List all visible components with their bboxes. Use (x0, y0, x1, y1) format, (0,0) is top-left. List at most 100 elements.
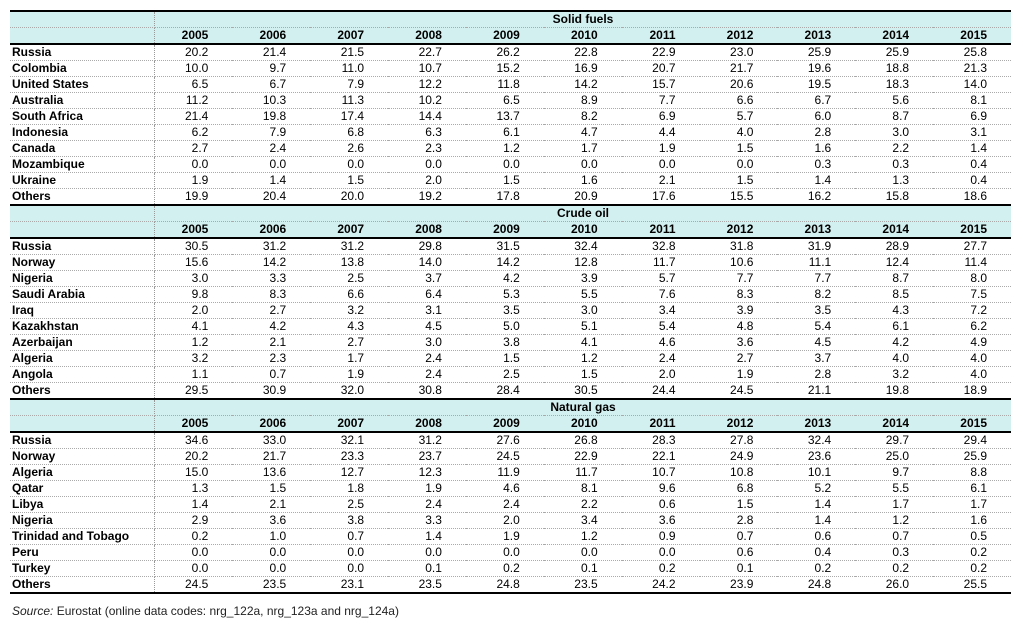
country-label: Turkey (10, 560, 155, 577)
value-cell: 0.6 (621, 496, 700, 513)
value-cell: 1.5 (310, 172, 389, 189)
value-cell: 23.7 (388, 448, 466, 465)
value-cell: 4.0 (855, 350, 934, 367)
value-cell: 28.4 (465, 382, 544, 400)
value-cell: 2.2 (543, 496, 622, 513)
table-row: Russia 20.2 21.4 21.5 22.7 26.2 22.8 22.9 23.0 25… (10, 44, 1011, 61)
value-cell: 0.2 (855, 560, 934, 577)
table-row: Russia 34.6 33.0 32.1 31.2 27.6 26.8 28.3 27.8 32… (10, 432, 1011, 449)
value-cell: 24.5 (699, 382, 778, 400)
value-cell: 2.9 (154, 512, 233, 529)
value-cell: 5.0 (465, 318, 544, 335)
value-cell: 0.7 (232, 366, 311, 383)
country-label: Others (10, 188, 155, 206)
country-label: Others (10, 576, 155, 594)
value-cell: 0.3 (855, 156, 934, 173)
value-cell: 2.3 (232, 350, 311, 367)
value-cell: 10.2 (388, 92, 466, 109)
value-cell: 3.0 (543, 302, 622, 319)
value-cell: 0.0 (310, 560, 389, 577)
value-cell: 6.5 (154, 76, 233, 93)
value-cell: 1.8 (310, 480, 389, 497)
value-cell: 1.4 (388, 528, 466, 545)
value-cell: 0.2 (933, 560, 1011, 577)
value-cell: 2.0 (621, 366, 700, 383)
value-cell: 2.1 (232, 496, 311, 513)
year-header: 2013 (777, 221, 856, 239)
table-row: Norway 20.2 21.7 23.3 23.7 24.5 22.9 22.1 24.9 23… (10, 448, 1011, 465)
table-row: Others 24.5 23.5 23.1 23.5 24.8 23.5 24.2 23.9 24… (10, 576, 1011, 594)
value-cell: 12.2 (388, 76, 466, 93)
table-row: Russia 30.5 31.2 31.2 29.8 31.5 32.4 32.8 31.8 31… (10, 238, 1011, 255)
value-cell: 0.4 (933, 172, 1011, 189)
value-cell: 13.8 (310, 254, 389, 271)
value-cell: 1.1 (154, 366, 233, 383)
value-cell: 3.8 (465, 334, 544, 351)
value-cell: 4.5 (777, 334, 856, 351)
value-cell: 0.1 (388, 560, 466, 577)
section-title: Natural gas (154, 398, 1011, 416)
section-title: Crude oil (154, 204, 1011, 222)
country-label: Mozambique (10, 156, 155, 173)
value-cell: 10.8 (699, 464, 778, 481)
value-cell: 23.1 (310, 576, 389, 594)
corner-cell (10, 204, 155, 222)
table-row: Canada 2.7 2.4 2.6 2.3 1.2 1.7 1.9 1.5 1.6 2.2 1.4 (10, 140, 1011, 157)
table-row: Turkey 0.0 0.0 0.0 0.1 0.2 0.1 0.2 0.1 0.2 0.2 0.2 (10, 560, 1011, 577)
value-cell: 25.5 (933, 576, 1011, 594)
value-cell: 9.8 (154, 286, 233, 303)
value-cell: 10.0 (154, 60, 233, 77)
value-cell: 0.7 (855, 528, 934, 545)
country-label: Trinidad and Tobago (10, 528, 155, 545)
value-cell: 6.6 (310, 286, 389, 303)
source-text: Eurostat (online data codes: nrg_122a, n… (56, 604, 399, 618)
value-cell: 1.9 (154, 172, 233, 189)
value-cell: 2.5 (465, 366, 544, 383)
value-cell: 10.7 (621, 464, 700, 481)
value-cell: 18.3 (855, 76, 934, 93)
value-cell: 25.9 (933, 448, 1011, 465)
value-cell: 15.2 (465, 60, 544, 77)
value-cell: 25.8 (933, 44, 1011, 61)
section-title: Solid fuels (154, 10, 1011, 28)
value-cell: 0.0 (465, 544, 544, 561)
value-cell: 2.7 (699, 350, 778, 367)
value-cell: 0.4 (933, 156, 1011, 173)
value-cell: 1.9 (699, 366, 778, 383)
value-cell: 7.7 (777, 270, 856, 287)
value-cell: 0.0 (699, 156, 778, 173)
year-header: 2010 (543, 221, 622, 239)
value-cell: 5.7 (621, 270, 700, 287)
value-cell: 24.2 (621, 576, 700, 594)
value-cell: 3.7 (388, 270, 466, 287)
country-label: Russia (10, 238, 155, 255)
value-cell: 2.4 (232, 140, 311, 157)
value-cell: 3.9 (699, 302, 778, 319)
country-label: United States (10, 76, 155, 93)
value-cell: 31.9 (777, 238, 856, 255)
value-cell: 5.5 (543, 286, 622, 303)
value-cell: 2.4 (465, 496, 544, 513)
country-label: Angola (10, 366, 155, 383)
value-cell: 1.5 (699, 172, 778, 189)
value-cell: 6.4 (388, 286, 466, 303)
value-cell: 3.2 (310, 302, 389, 319)
value-cell: 26.0 (855, 576, 934, 594)
table-row: Qatar 1.3 1.5 1.8 1.9 4.6 8.1 9.6 6.8 5.2 5.5 6.1 (10, 480, 1011, 497)
table-row: Azerbaijan 1.2 2.1 2.7 3.0 3.8 4.1 4.6 3.6 4.5 4.2… (10, 334, 1011, 351)
table-row: Nigeria 2.9 3.6 3.8 3.3 2.0 3.4 3.6 2.8 1.4 1.2 1.6 (10, 512, 1011, 529)
table-row: Ukraine 1.9 1.4 1.5 2.0 1.5 1.6 2.1 1.5 1.4 1.3 0.4 (10, 172, 1011, 189)
value-cell: 3.3 (388, 512, 466, 529)
value-cell: 2.4 (388, 496, 466, 513)
year-header: 2014 (855, 221, 934, 239)
value-cell: 20.7 (621, 60, 700, 77)
value-cell: 3.5 (465, 302, 544, 319)
table-row: Saudi Arabia 9.8 8.3 6.6 6.4 5.3 5.5 7.6 8.3 8.2 8… (10, 286, 1011, 303)
value-cell: 5.4 (621, 318, 700, 335)
value-cell: 19.6 (777, 60, 856, 77)
country-label: South Africa (10, 108, 155, 125)
value-cell: 0.0 (154, 544, 233, 561)
value-cell: 21.4 (232, 44, 311, 61)
value-cell: 29.4 (933, 432, 1011, 449)
table-row: Libya 1.4 2.1 2.5 2.4 2.4 2.2 0.6 1.5 1.4 1.7 1.7 (10, 496, 1011, 513)
